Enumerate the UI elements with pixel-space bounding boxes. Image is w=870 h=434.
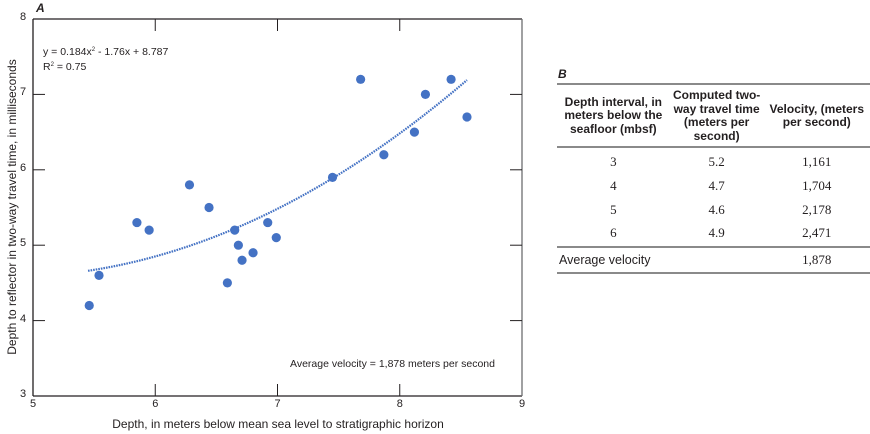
table-header-row: Depth interval, in meters below the seaf… [557, 84, 870, 148]
average-value: 1,878 [802, 251, 832, 267]
data-point [420, 89, 431, 99]
x-tick-label: 6 [152, 398, 159, 410]
x-tick-label: 9 [519, 398, 526, 410]
data-point [230, 225, 240, 235]
data-point [248, 248, 258, 258]
cell-velocity: 1,704 [802, 177, 832, 193]
data-point [379, 150, 389, 160]
x-tick-label: 8 [396, 398, 403, 410]
y-axis-label: Depth to reflector in two-way travel tim… [5, 59, 19, 355]
table-row: 6 4.9 2,471 [557, 221, 870, 247]
data-point [84, 300, 94, 311]
data-point [462, 112, 472, 122]
header-depth-interval: Depth interval, in meters below the seaf… [564, 94, 663, 136]
y-tick-label: 6 [20, 161, 27, 174]
y-tick-label: 4 [20, 312, 27, 325]
data-point [271, 233, 281, 243]
x-tick-label: 7 [274, 398, 281, 410]
data-point [327, 172, 338, 182]
cell-velocity: 2,471 [802, 225, 832, 241]
data-point [233, 240, 243, 250]
x-tick-label: 5 [30, 398, 37, 410]
data-point [263, 217, 273, 228]
cell-depth: 3 [610, 154, 617, 170]
data-point [132, 217, 142, 228]
table-row: 4 4.7 1,704 [557, 174, 870, 198]
y-tick-label: 5 [20, 237, 27, 250]
data-point [204, 202, 214, 213]
table-row: 5 4.6 2,178 [557, 198, 870, 222]
data-point [184, 180, 195, 190]
data-point [446, 74, 456, 84]
cell-travel-time: 4.7 [708, 177, 725, 193]
average-row: Average velocity 1,878 [557, 247, 870, 273]
data-point [94, 270, 104, 280]
header-travel-time: Computed two-way travel time (meters per… [672, 88, 761, 143]
x-axis-label: Depth, in meters below mean sea level to… [112, 417, 444, 431]
y-tick-label: 8 [20, 11, 27, 23]
panel-a-label: A [36, 1, 45, 15]
data-point [409, 127, 420, 137]
plot-axes [32, 18, 523, 397]
y-tick-label: 3 [20, 388, 27, 400]
average-velocity-annotation: Average velocity = 1,878 meters per seco… [290, 358, 495, 370]
cell-travel-time: 4.9 [708, 225, 725, 241]
cell-velocity: 2,178 [802, 201, 832, 217]
cell-velocity: 1,161 [802, 154, 832, 170]
data-points [84, 74, 472, 311]
data-point [356, 74, 366, 84]
cell-depth: 5 [610, 201, 617, 217]
data-point [144, 225, 154, 235]
panel-b-label: B [558, 67, 567, 81]
trend-line [87, 79, 468, 272]
data-point [222, 278, 232, 288]
cell-depth: 4 [610, 177, 617, 193]
average-label: Average velocity [559, 252, 651, 267]
table-row: 3 5.2 1,161 [557, 147, 870, 174]
trendline-equation: y = 0.184x2 - 1.76x + 8.787 R2 = 0.75 [43, 46, 169, 73]
y-tick-label: 7 [20, 86, 27, 99]
cell-travel-time: 5.2 [708, 154, 725, 170]
data-point [237, 255, 247, 265]
header-velocity: Velocity, (meters per second) [769, 101, 865, 130]
velocity-table: Depth interval, in meters below the seaf… [557, 83, 870, 274]
cell-depth: 6 [610, 225, 617, 241]
cell-travel-time: 4.6 [708, 201, 725, 217]
